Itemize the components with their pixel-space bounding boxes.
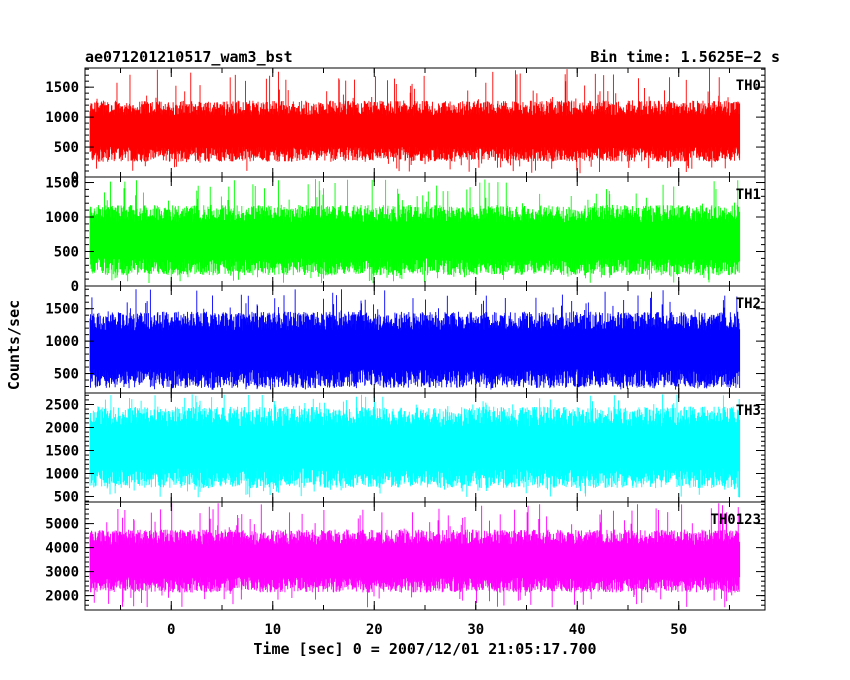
y-tick-label: 2000 bbox=[45, 420, 79, 436]
panel-label-th1: TH1 bbox=[736, 187, 761, 203]
bin-time-label: Bin time: 1.5625E−2 s bbox=[590, 48, 780, 66]
y-tick-label: 2000 bbox=[45, 589, 79, 605]
x-tick-label: 20 bbox=[366, 622, 383, 638]
y-axis-label: Counts/sec bbox=[5, 300, 23, 390]
panel-label-th3: TH3 bbox=[736, 403, 761, 419]
y-tick-label: 500 bbox=[54, 140, 79, 156]
y-tick-label: 1000 bbox=[45, 466, 79, 482]
y-tick-label: 4000 bbox=[45, 541, 79, 557]
y-tick-label: 500 bbox=[54, 489, 79, 505]
y-tick-label: 1000 bbox=[45, 210, 79, 226]
panel-th3: 500 1000 1500 2000 2500 TH3 bbox=[45, 392, 766, 505]
y-tick-label: 1500 bbox=[45, 176, 79, 192]
y-tick-label: 500 bbox=[54, 245, 79, 261]
y-tick-label: 3000 bbox=[45, 565, 79, 581]
y-tick-label: 1000 bbox=[45, 334, 79, 350]
y-tick-label: 0 bbox=[71, 170, 79, 186]
panel-th1: 0 500 1000 1500 TH1 bbox=[45, 176, 766, 295]
x-tick-label: 50 bbox=[670, 622, 687, 638]
y-tick-label: 2500 bbox=[45, 397, 79, 413]
series-trace-th0 bbox=[89, 68, 741, 174]
panel-label-th0123: TH0123 bbox=[710, 512, 761, 528]
panel-th0: 0 500 1000 1500 TH0 bbox=[45, 67, 766, 186]
x-tick-label: 0 bbox=[167, 622, 175, 638]
y-tick-label: 5000 bbox=[45, 517, 79, 533]
series-trace-th0123 bbox=[89, 503, 741, 608]
y-tick-label: 1500 bbox=[45, 302, 79, 318]
x-tick-label: 10 bbox=[264, 622, 281, 638]
y-tick-label: 0 bbox=[71, 279, 79, 295]
chart-title: ae071201210517_wam3_bst bbox=[85, 48, 293, 66]
x-tick-label: 40 bbox=[569, 622, 586, 638]
panel-label-th2: TH2 bbox=[736, 296, 761, 312]
y-tick-label: 500 bbox=[54, 367, 79, 383]
series-trace-th3 bbox=[89, 394, 741, 498]
panel-label-th0: TH0 bbox=[736, 78, 761, 94]
x-axis-label: Time [sec] 0 = 2007/12/01 21:05:17.700 bbox=[253, 640, 596, 658]
y-tick-label: 1000 bbox=[45, 110, 79, 126]
panel-th2: 500 1000 1500 TH2 bbox=[45, 285, 766, 394]
y-tick-label: 1500 bbox=[45, 80, 79, 96]
series-trace-th2 bbox=[89, 289, 741, 390]
x-tick-label: 30 bbox=[467, 622, 484, 638]
series-trace-th1 bbox=[89, 179, 741, 284]
y-tick-label: 1500 bbox=[45, 443, 79, 459]
panel-th0123: 2000 3000 4000 5000 TH0123 bbox=[45, 501, 766, 611]
